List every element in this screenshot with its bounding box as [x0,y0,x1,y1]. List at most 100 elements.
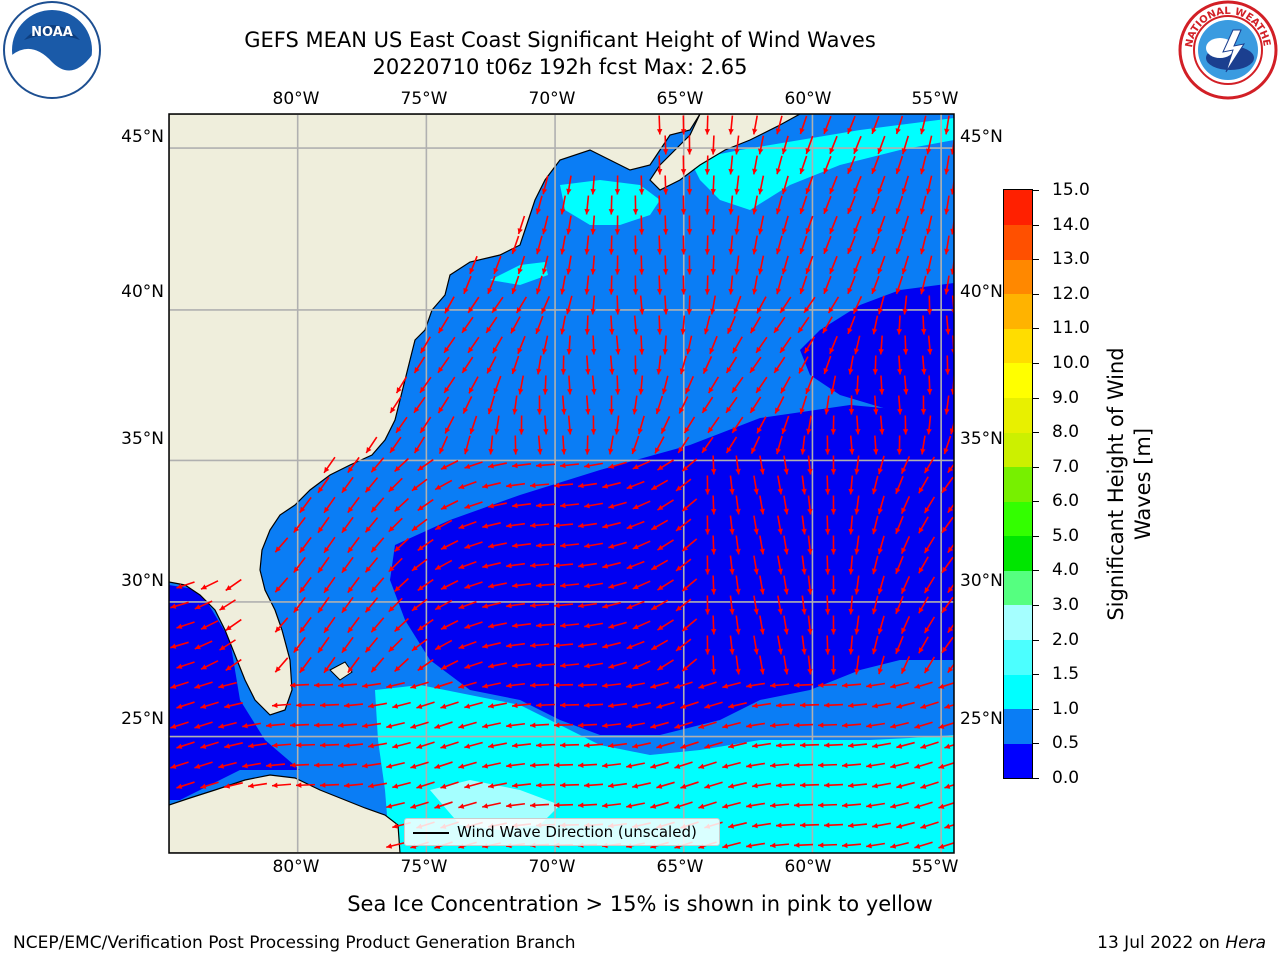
wave-direction-arrow [686,255,693,275]
wave-direction-arrow [553,642,574,649]
wave-direction-arrow [656,275,663,295]
wave-direction-arrow [650,801,669,809]
wave-direction-arrow [704,515,711,535]
wave-direction-arrow [194,681,213,689]
colorbar-tick-label: 13.0 [1052,249,1090,270]
wave-direction-arrow [753,635,759,655]
wave-direction-arrow [680,115,687,135]
wave-direction-arrow [848,395,855,415]
wave-direction-arrow [662,135,669,155]
wave-direction-arrow [681,658,698,672]
colorbar-segment [1004,743,1032,779]
wave-direction-arrow [854,375,861,395]
wave-direction-arrow [853,175,862,195]
wave-direction-arrow [626,682,645,689]
svg-text:NOAA: NOAA [31,25,73,40]
wave-direction-arrow [395,416,408,434]
wave-direction-arrow [769,682,790,689]
wave-direction-arrow [661,375,669,395]
wave-direction-arrow [752,235,758,255]
wave-direction-arrow [614,175,621,195]
wave-direction-arrow [775,195,783,215]
wave-direction-arrow [565,295,573,315]
wave-direction-arrow [609,315,615,335]
wave-direction-arrow [410,721,429,729]
wave-direction-arrow [299,656,312,674]
wave-direction-arrow [559,662,580,669]
wave-direction-arrow [830,415,837,435]
wave-direction-arrow [777,635,783,655]
wave-direction-arrow [535,702,556,708]
wave-direction-arrow [890,801,909,809]
wave-direction-arrow [877,175,886,195]
colorbar-segment [1004,708,1032,744]
wave-direction-arrow [701,436,714,454]
wave-direction-arrow [871,595,879,615]
wave-direction-arrow [710,655,717,675]
wave-direction-arrow [829,335,838,355]
wave-direction-arrow [751,742,772,749]
wave-direction-arrow [413,436,426,454]
wave-direction-arrow [394,657,409,673]
wave-direction-arrow [295,782,316,788]
wave-direction-arrow [343,782,364,789]
wave-direction-arrow [872,782,891,789]
wave-direction-arrow [368,782,387,789]
wave-direction-arrow [654,436,665,454]
wave-direction-arrow [601,802,622,809]
wave-direction-arrow [769,722,790,729]
wave-direction-arrow [793,722,814,728]
wave-direction-arrow [434,479,453,491]
wave-direction-arrow [386,841,405,849]
wave-direction-arrow [488,502,507,509]
wave-direction-arrow [920,701,939,709]
wave-direction-arrow [535,582,556,589]
colorbar-segment [1004,639,1032,675]
wave-direction-arrow [927,335,933,355]
wave-direction-arrow [584,435,591,455]
wave-direction-arrow [317,596,330,614]
wave-direction-arrow [417,458,434,472]
wave-direction-arrow [773,316,786,334]
wave-direction-arrow [608,461,627,469]
wave-direction-arrow [878,335,884,355]
wave-direction-arrow [609,355,615,375]
wave-direction-arrow [662,175,669,195]
wave-direction-arrow [777,555,783,575]
wave-direction-arrow [799,742,820,748]
wave-direction-arrow [824,515,831,535]
colorbar-tick-mark [1033,259,1039,261]
wave-direction-arrow [443,376,456,394]
wave-direction-arrow [895,115,904,135]
wave-direction-arrow [779,336,792,354]
colorbar-tick-label: 9.0 [1052,387,1080,408]
wave-direction-arrow [918,516,929,534]
wave-direction-arrow [386,761,405,769]
colorbar-tick-label: 14.0 [1052,214,1090,235]
wave-direction-arrow [941,636,954,654]
wave-direction-arrow [200,701,219,709]
wave-direction-arrow [361,682,382,689]
ocean-high-nova [690,118,954,210]
wave-direction-arrow [725,396,738,414]
wave-direction-arrow [728,195,734,215]
map-legend: Wind Wave Direction (unscaled) [404,818,720,846]
footer-machine: Hera [1225,933,1266,953]
wave-direction-arrow [218,761,237,769]
wave-direction-arrow [607,742,628,749]
wave-direction-arrow [841,842,862,849]
wave-direction-arrow [313,722,334,728]
wave-direction-arrow [463,275,472,295]
wave-direction-arrow [411,558,428,572]
wave-direction-arrow [505,762,526,769]
wave-direction-arrow [944,395,950,415]
wave-direction-arrow [560,355,567,375]
lat-left-label: 45°N [121,127,164,147]
wave-direction-arrow [170,721,189,729]
wave-direction-arrow [729,555,735,575]
wave-direction-arrow [746,802,765,809]
wave-direction-arrow [662,255,669,275]
wave-direction-arrow [780,376,791,394]
lon-top-label: 65°W [656,89,704,109]
wave-direction-arrow [758,135,765,155]
